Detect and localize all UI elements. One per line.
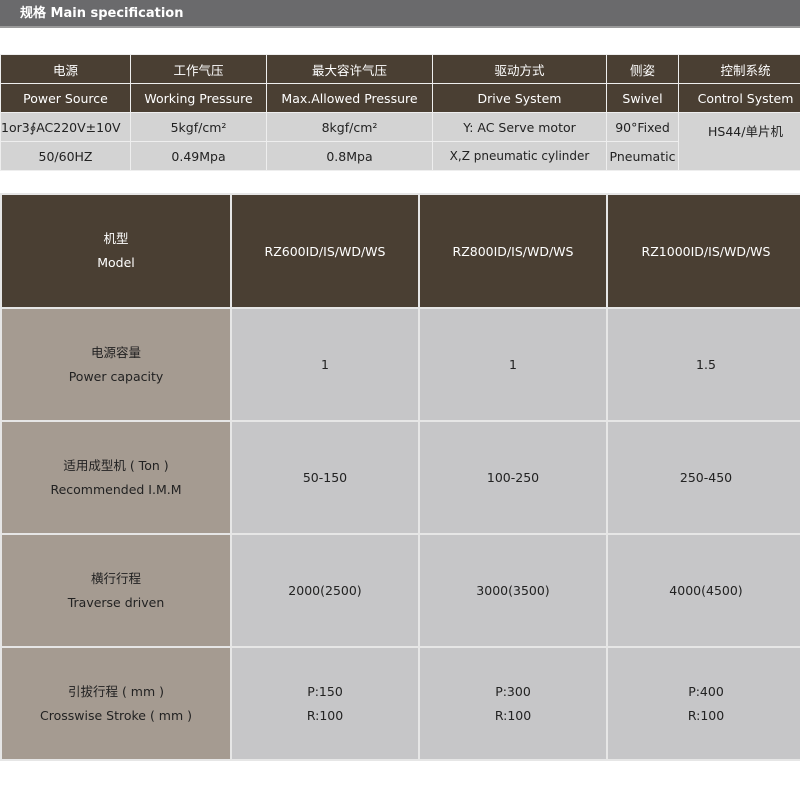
cell: HS44/单片机 [678,112,800,171]
header-row-en: Power Source Working Pressure Max.Allowe… [0,83,800,113]
cell: 1 [230,307,420,422]
header-cell: 驱动方式 [432,54,607,84]
table-row: 电源容量 Power capacity 1 1 1.5 [0,307,800,422]
model-name: RZ1000ID/IS/WD/WS [606,193,800,309]
cell: 5kgf/cm² [130,112,267,142]
spec-table: 电源 工作气压 最大容许气压 驱动方式 侧姿 控制系统 Power Source… [0,54,800,171]
cell: 1.5 [606,307,800,422]
row-label: 适用成型机 ( Ton ) Recommended I.M.M [0,420,232,535]
header-cell: 控制系统 [678,54,800,84]
cell: 100-250 [418,420,608,535]
model-name: RZ800ID/IS/WD/WS [418,193,608,309]
cell: 8kgf/cm² [266,112,433,142]
cell: 1or3∮AC220V±10V [0,112,131,142]
cell: Y: AC Serve motor [432,112,607,142]
cell: 50-150 [230,420,420,535]
header-cell: 电源 [0,54,131,84]
header-cell: Working Pressure [130,83,267,113]
cell: 1 [418,307,608,422]
section-title: 规格 Main specification [0,0,800,28]
header-cell: Swivel [606,83,679,113]
model-table: 机型 Model RZ600ID/IS/WD/WS RZ800ID/IS/WD/W… [0,193,800,761]
row-label: 电源容量 Power capacity [0,307,232,422]
header-cell: Max.Allowed Pressure [266,83,433,113]
table-row: 50/60HZ 0.49Mpa 0.8Mpa X,Z pneumatic cyl… [0,141,800,171]
cell: 250-450 [606,420,800,535]
cell: 90°Fixed [606,112,679,142]
table-row: 横行行程 Traverse driven 2000(2500) 3000(3500) 4… [0,533,800,648]
cell: P:150 R:100 [230,646,420,761]
cell: P:400 R:100 [606,646,800,761]
header-cell: Control System [678,83,800,113]
model-header-row: 机型 Model RZ600ID/IS/WD/WS RZ800ID/IS/WD/W… [0,193,800,309]
table-row: 引拔行程 ( mm ) Crosswise Stroke ( mm ) P:150 R… [0,646,800,761]
header-cell: Power Source [0,83,131,113]
row-label: 横行行程 Traverse driven [0,533,232,648]
cell: P:300 R:100 [418,646,608,761]
cell: 50/60HZ [0,141,131,171]
header-cell: 侧姿 [606,54,679,84]
model-header-label: 机型 Model [0,193,232,309]
model-name: RZ600ID/IS/WD/WS [230,193,420,309]
cell: 2000(2500) [230,533,420,648]
cell: Pneumatic [606,141,679,171]
cell: 0.49Mpa [130,141,267,171]
table-row: 适用成型机 ( Ton ) Recommended I.M.M 50-150 100-… [0,420,800,535]
cell: 4000(4500) [606,533,800,648]
header-row-zh: 电源 工作气压 最大容许气压 驱动方式 侧姿 控制系统 [0,54,800,84]
cell: 3000(3500) [418,533,608,648]
cell: X,Z pneumatic cylinder [432,141,607,171]
header-cell: 最大容许气压 [266,54,433,84]
header-cell: Drive System [432,83,607,113]
header-cell: 工作气压 [130,54,267,84]
row-label: 引拔行程 ( mm ) Crosswise Stroke ( mm ) [0,646,232,761]
cell: 0.8Mpa [266,141,433,171]
table-row: 1or3∮AC220V±10V 5kgf/cm² 8kgf/cm² Y: AC … [0,112,800,171]
